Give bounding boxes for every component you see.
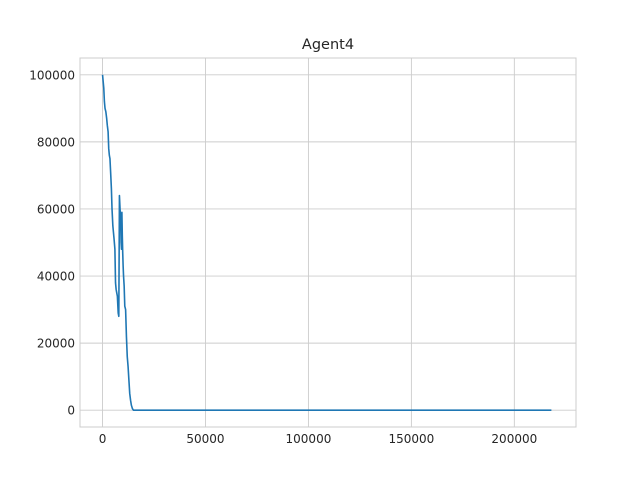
y-tick-labels: 0 20000 40000 60000 80000 100000 (29, 68, 75, 417)
x-tick-labels: 0 50000 100000 150000 200000 (99, 432, 538, 446)
y-tick-label: 60000 (37, 202, 75, 216)
series-line (101, 74, 552, 412)
x-tick-label: 200000 (491, 432, 537, 446)
x-tick-label: 0 (99, 432, 107, 446)
y-tick-label: 80000 (37, 135, 75, 149)
series-layer (101, 74, 552, 412)
y-tick-label: 20000 (37, 337, 75, 351)
y-tick-label: 0 (67, 404, 75, 418)
chart-title: Agent4 (302, 37, 354, 53)
y-tick-label: 100000 (29, 68, 75, 82)
x-tick-label: 150000 (388, 432, 434, 446)
x-tick-label: 50000 (186, 432, 224, 446)
y-tick-label: 40000 (37, 270, 75, 284)
plot-frame (79, 57, 577, 428)
x-tick-label: 100000 (286, 432, 332, 446)
